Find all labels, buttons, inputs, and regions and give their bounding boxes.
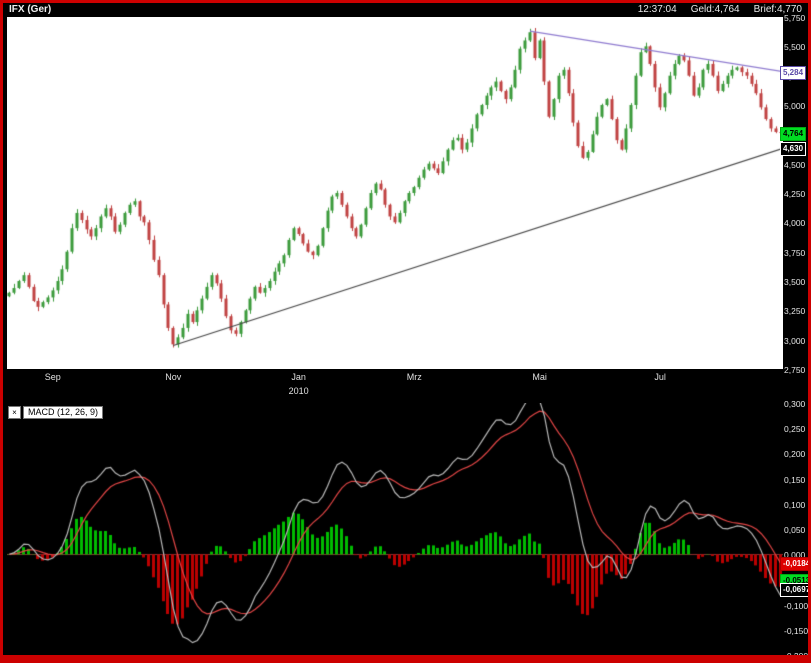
price-axis-badge-purple: 5,284 xyxy=(780,65,807,80)
price-axis-badge-green: 4,764 xyxy=(780,126,807,141)
clock: 12:37:04 xyxy=(637,4,677,15)
bid-quote: Geld:4,764 xyxy=(690,4,740,15)
macd-axis-tick: 0,250 xyxy=(784,424,806,435)
price-axis-tick: 3,750 xyxy=(784,247,806,258)
price-axis-tick: 4,250 xyxy=(784,189,806,199)
price-axis-tick: 3,000 xyxy=(784,335,806,346)
symbol-title: IFX (Ger) xyxy=(9,4,52,15)
macd-axis-tick: 0,100 xyxy=(784,499,806,510)
chart-header: IFX (Ger) 12:37:04 Geld:4,764 Brief:4,770 xyxy=(3,3,808,17)
macd-axis-tick: 0,300 xyxy=(784,399,806,409)
macd-chart-canvas[interactable] xyxy=(7,403,783,655)
close-indicator-icon[interactable]: × xyxy=(8,406,21,419)
macd-axis-tick: -0,200 xyxy=(784,651,809,661)
macd-axis-tick: -0,100 xyxy=(784,600,809,611)
price-chart-canvas[interactable] xyxy=(7,17,783,369)
x-axis-year-label: 2010 xyxy=(288,386,309,396)
price-axis-tick: 3,500 xyxy=(784,277,806,287)
price-axis-tick: 5,000 xyxy=(784,101,806,111)
x-axis-month-label: Mai xyxy=(532,372,547,382)
macd-axis-tick: 0,000 xyxy=(784,550,806,561)
x-axis-month-label: Mrz xyxy=(406,372,422,382)
quote-info: 12:37:04 Geld:4,764 Brief:4,770 xyxy=(624,4,802,15)
price-axis-tick: 3,250 xyxy=(784,306,806,317)
x-axis-month-label: Jul xyxy=(654,372,666,382)
macd-indicator-label: MACD (12, 26, 9) xyxy=(23,406,104,419)
price-axis-tick: 2,750 xyxy=(784,365,806,375)
macd-axis-tick: 0,050 xyxy=(784,525,806,535)
macd-axis-badge-dark: -0,0697 xyxy=(780,583,808,598)
price-axis-tick: 4,000 xyxy=(784,218,806,229)
price-axis-tick: 4,500 xyxy=(784,159,806,170)
x-axis-month-label: Nov xyxy=(165,372,182,382)
price-axis-badge-dark: 4,630 xyxy=(780,142,807,157)
price-axis-tick: 5,500 xyxy=(784,42,806,53)
price-axis-tick: 5,750 xyxy=(784,13,806,23)
macd-axis-badge-red: -0,0184 xyxy=(780,557,808,572)
x-axis-month-label: Jan xyxy=(291,372,306,382)
macd-axis-tick: -0,150 xyxy=(784,625,809,636)
macd-indicator-header: × MACD (12, 26, 9) xyxy=(8,406,104,419)
macd-axis-tick: 0,150 xyxy=(784,474,806,485)
x-axis-month-label: Sep xyxy=(44,372,61,382)
macd-axis-tick: 0,200 xyxy=(784,449,806,460)
ask-quote: Brief:4,770 xyxy=(753,4,802,15)
